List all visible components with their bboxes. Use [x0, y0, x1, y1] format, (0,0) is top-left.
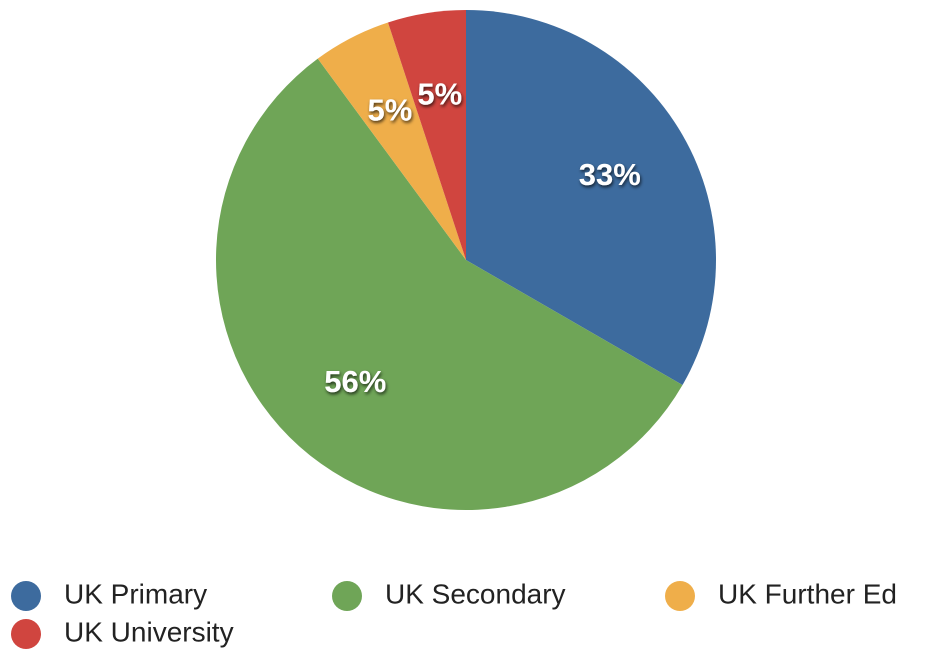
- value-label: 56%: [324, 364, 386, 399]
- legend-label: UK Secondary: [385, 578, 566, 609]
- value-label: 5%: [368, 93, 413, 128]
- value-label: 5%: [417, 76, 462, 111]
- legend-marker: [11, 581, 41, 611]
- legend-label: UK Further Ed: [718, 578, 897, 609]
- legend-marker: [11, 619, 41, 649]
- pie-slice: [466, 10, 716, 385]
- legend-marker: [665, 581, 695, 611]
- pie-slice: [387, 10, 466, 260]
- pie-slice: [317, 22, 466, 260]
- pie-slice: [216, 58, 683, 510]
- legend-marker: [332, 581, 362, 611]
- value-label: 33%: [579, 157, 641, 192]
- legend-label: UK Primary: [64, 578, 207, 609]
- legend-label: UK University: [64, 616, 234, 647]
